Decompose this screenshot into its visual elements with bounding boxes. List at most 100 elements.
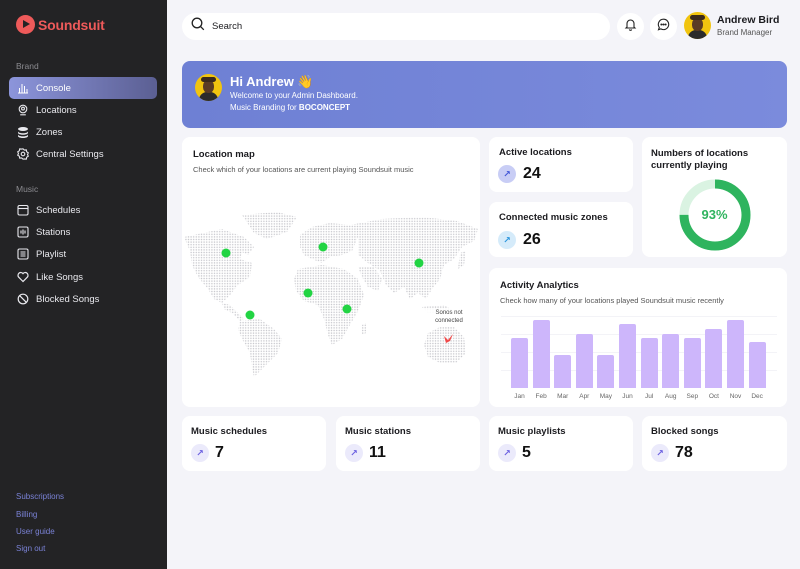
connected-zones-value: 26	[523, 231, 541, 248]
messages-button[interactable]	[650, 13, 677, 40]
active-locations-value: 24	[523, 165, 541, 182]
chart-x-label: May	[599, 393, 613, 400]
active-location-markers	[221, 242, 424, 320]
link-user-guide[interactable]: User guide	[16, 527, 55, 536]
search-icon	[191, 17, 205, 36]
welcome-message: Welcome to your Admin Dashboard.	[230, 91, 358, 100]
music-schedules-card[interactable]: Music schedules ↗ 7	[182, 416, 326, 471]
chart-bar[interactable]	[748, 341, 766, 388]
sidebar-item-label: Schedules	[36, 204, 81, 216]
layers-icon	[17, 126, 29, 138]
bar-chart-icon	[17, 82, 29, 94]
section-label-music: Music	[16, 184, 39, 194]
chart-bar[interactable]	[597, 355, 615, 388]
welcome-banner: Hi Andrew 👋 Welcome to your Admin Dashbo…	[182, 61, 787, 128]
currently-playing-value: 93%	[701, 207, 728, 222]
chat-icon	[657, 18, 670, 36]
playlist-icon	[17, 248, 29, 260]
currently-playing-label: Numbers of locations currently playing	[651, 148, 749, 171]
sidebar-item-blocked-songs[interactable]: Blocked Songs	[9, 288, 157, 310]
arrow-up-right-icon: ↗	[498, 231, 516, 249]
location-map-subtitle: Check which of your locations are curren…	[193, 165, 414, 174]
welcome-title: Hi Andrew 👋	[230, 74, 314, 89]
music-stations-label: Music stations	[345, 426, 411, 437]
link-sign-out[interactable]: Sign out	[16, 544, 46, 553]
chart-x-label: Apr	[579, 393, 590, 400]
sidebar-item-central-settings[interactable]: Central Settings	[9, 143, 157, 165]
sidebar-item-zones[interactable]: Zones	[9, 121, 157, 143]
arrow-up-right-icon: ↗	[191, 444, 209, 462]
chart-x-label: Dec	[751, 393, 763, 400]
arrow-up-right-icon: ↗	[345, 444, 363, 462]
link-billing[interactable]: Billing	[16, 510, 38, 519]
sidebar: Soundsuit Brand Console Locations Zones …	[0, 0, 167, 569]
location-map-title: Location map	[193, 149, 255, 160]
branding-message: Music Branding for BOCONCEPT	[230, 103, 351, 112]
chart-x-label: Oct	[708, 393, 719, 400]
sidebar-item-label: Like Songs	[36, 271, 84, 283]
chart-x-label: Aug	[664, 393, 677, 400]
sidebar-item-stations[interactable]: Stations	[9, 221, 157, 243]
sidebar-item-playlist[interactable]: Playlist	[9, 243, 157, 265]
block-icon	[17, 293, 29, 305]
blocked-songs-label: Blocked songs	[651, 426, 719, 437]
notifications-button[interactable]	[617, 13, 644, 40]
donut-chart	[679, 179, 751, 251]
chart-bar[interactable]	[511, 337, 528, 388]
activity-title: Activity Analytics	[500, 280, 579, 291]
sidebar-item-schedules[interactable]: Schedules	[9, 199, 157, 221]
sidebar-item-label: Central Settings	[36, 148, 104, 160]
user-name: Andrew Bird	[717, 14, 780, 26]
brand-client-name: BOCONCEPT	[298, 103, 351, 112]
sidebar-item-console[interactable]: Console	[9, 77, 157, 99]
music-stations-card[interactable]: Music stations ↗ 11	[336, 416, 480, 471]
active-locations-card[interactable]: Active locations ↗ 24	[489, 137, 633, 192]
chart-bar[interactable]	[554, 355, 572, 388]
bar-chart	[501, 316, 777, 388]
blocked-songs-card[interactable]: Blocked songs ↗ 78	[642, 416, 787, 471]
chart-x-label: Feb	[535, 393, 547, 400]
link-subscriptions[interactable]: Subscriptions	[16, 492, 65, 501]
location-pin-icon	[17, 104, 29, 116]
inactive-location-marker	[444, 334, 453, 343]
bell-icon	[624, 18, 637, 36]
arrow-up-right-icon: ↗	[498, 165, 516, 183]
activity-analytics-card: Activity Analytics Check how many of you…	[489, 268, 787, 407]
sidebar-item-like-songs[interactable]: Like Songs	[9, 266, 157, 288]
search-bar[interactable]	[182, 13, 610, 40]
gear-icon	[17, 148, 29, 160]
sidebar-item-label: Zones	[36, 126, 63, 138]
chart-bar[interactable]	[619, 324, 636, 388]
chart-bar[interactable]	[640, 337, 658, 388]
chart-bar[interactable]	[575, 333, 593, 388]
chart-bar[interactable]	[662, 333, 680, 388]
music-schedules-value: 7	[215, 444, 224, 461]
chart-bar[interactable]	[705, 328, 723, 388]
sidebar-item-label: Console	[36, 82, 71, 94]
blocked-songs-value: 78	[675, 444, 693, 461]
chart-bar[interactable]	[727, 320, 744, 388]
brand-logo[interactable]: Soundsuit	[16, 15, 105, 34]
music-schedules-label: Music schedules	[191, 426, 268, 437]
connected-zones-card[interactable]: Connected music zones ↗ 26	[489, 202, 633, 257]
chart-bar[interactable]	[683, 337, 701, 388]
activity-subtitle: Check how many of your locations played …	[500, 296, 724, 305]
chart-bar[interactable]	[532, 320, 550, 388]
sidebar-item-label: Blocked Songs	[36, 293, 100, 305]
chart-x-label: Jan	[514, 393, 525, 400]
sidebar-item-label: Playlist	[36, 248, 67, 260]
music-playlists-value: 5	[522, 444, 531, 461]
arrow-up-right-icon: ↗	[651, 444, 669, 462]
user-profile[interactable]: Andrew Bird Brand Manager	[684, 12, 779, 39]
arrow-up-right-icon: ↗	[498, 444, 516, 462]
sidebar-item-label: Locations	[36, 104, 77, 116]
connected-zones-label: Connected music zones	[499, 212, 608, 223]
music-playlists-card[interactable]: Music playlists ↗ 5	[489, 416, 633, 471]
sidebar-item-locations[interactable]: Locations	[9, 99, 157, 121]
active-locations-label: Active locations	[499, 147, 572, 158]
currently-playing-card[interactable]: Numbers of locations currently playing 9…	[642, 137, 787, 257]
search-input[interactable]	[212, 21, 592, 32]
play-logo-icon	[16, 15, 35, 34]
music-playlists-label: Music playlists	[498, 426, 566, 437]
heart-icon	[17, 271, 29, 283]
